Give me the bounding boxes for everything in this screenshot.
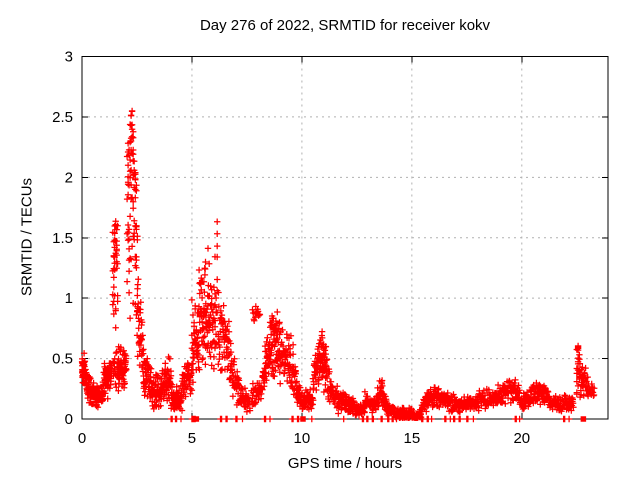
x-tick-label: 20 bbox=[513, 430, 530, 447]
y-tick-label: 3 bbox=[65, 49, 73, 66]
chart-title: Day 276 of 2022, SRMTID for receiver kok… bbox=[199, 17, 491, 34]
square-marker bbox=[193, 416, 200, 422]
x-tick-label: 5 bbox=[188, 430, 196, 447]
y-tick-label: 0 bbox=[65, 411, 73, 428]
x-tick-label: 10 bbox=[294, 430, 311, 447]
y-tick-label: 2.5 bbox=[52, 109, 73, 126]
square-marker bbox=[580, 416, 587, 422]
y-tick-label: 1 bbox=[65, 290, 73, 307]
gridlines bbox=[82, 56, 608, 419]
x-axis-label: GPS time / hours bbox=[287, 455, 403, 472]
y-axis-label: SRMTID / TECUs bbox=[18, 177, 36, 297]
scatter-points bbox=[78, 107, 598, 423]
y-tick-label: 2 bbox=[65, 169, 73, 186]
square-marker bbox=[300, 416, 306, 422]
x-tick-label: 15 bbox=[404, 430, 421, 447]
y-tick-label: 1.5 bbox=[52, 230, 73, 247]
x-tick-label: 0 bbox=[78, 430, 86, 447]
y-tick-label: 0.5 bbox=[52, 351, 73, 368]
